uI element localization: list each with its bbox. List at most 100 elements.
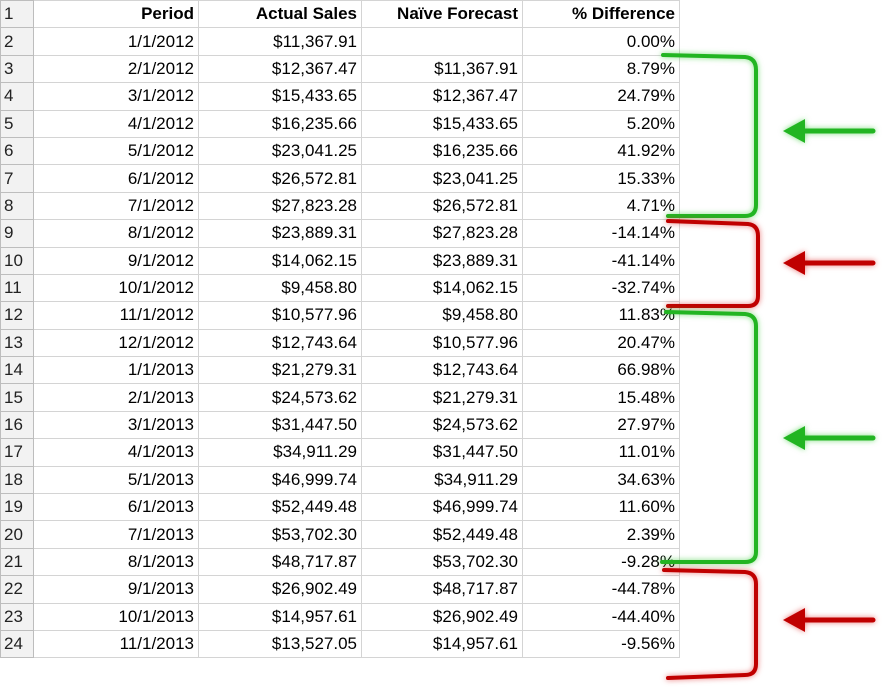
row-number-1[interactable]: 1 <box>0 0 34 29</box>
cell-percent-difference[interactable]: -41.14% <box>522 246 680 275</box>
cell-period[interactable]: 6/1/2012 <box>33 164 199 193</box>
header-percent-difference[interactable]: % Difference <box>522 0 680 29</box>
cell-period[interactable]: 2/1/2012 <box>33 54 199 84</box>
row-number[interactable]: 17 <box>0 438 34 467</box>
cell-actual-sales[interactable]: $12,367.47 <box>198 54 362 84</box>
row-number[interactable]: 7 <box>0 164 34 193</box>
cell-period[interactable]: 11/1/2013 <box>33 629 199 659</box>
cell-actual-sales[interactable]: $11,367.91 <box>198 27 362 56</box>
cell-actual-sales[interactable]: $10,577.96 <box>198 301 362 330</box>
cell-actual-sales[interactable]: $52,449.48 <box>198 493 362 522</box>
cell-percent-difference[interactable]: 24.79% <box>522 82 680 111</box>
cell-actual-sales[interactable]: $53,702.30 <box>198 520 362 549</box>
cell-actual-sales[interactable]: $14,062.15 <box>198 246 362 275</box>
cell-naive-forecast[interactable]: $24,573.62 <box>361 410 523 440</box>
cell-percent-difference[interactable]: 27.97% <box>522 410 680 440</box>
cell-naive-forecast[interactable]: $21,279.31 <box>361 383 523 412</box>
cell-percent-difference[interactable]: 15.48% <box>522 383 680 412</box>
row-number[interactable]: 12 <box>0 301 34 330</box>
cell-percent-difference[interactable]: 11.01% <box>522 438 680 467</box>
cell-naive-forecast[interactable]: $23,889.31 <box>361 246 523 275</box>
row-number[interactable]: 3 <box>0 54 34 84</box>
cell-naive-forecast[interactable]: $26,572.81 <box>361 191 523 221</box>
cell-actual-sales[interactable]: $26,902.49 <box>198 575 362 604</box>
cell-actual-sales[interactable]: $26,572.81 <box>198 164 362 193</box>
cell-period[interactable]: 7/1/2013 <box>33 520 199 549</box>
cell-actual-sales[interactable]: $9,458.80 <box>198 273 362 303</box>
row-number[interactable]: 15 <box>0 383 34 412</box>
cell-percent-difference[interactable]: -9.28% <box>522 547 680 577</box>
row-number[interactable]: 23 <box>0 602 34 631</box>
cell-naive-forecast[interactable] <box>361 27 523 56</box>
cell-naive-forecast[interactable]: $31,447.50 <box>361 438 523 467</box>
cell-actual-sales[interactable]: $48,717.87 <box>198 547 362 577</box>
cell-period[interactable]: 7/1/2012 <box>33 191 199 221</box>
cell-period[interactable]: 3/1/2012 <box>33 82 199 111</box>
row-number[interactable]: 20 <box>0 520 34 549</box>
cell-period[interactable]: 8/1/2013 <box>33 547 199 577</box>
cell-period[interactable]: 10/1/2012 <box>33 273 199 303</box>
row-number[interactable]: 21 <box>0 547 34 577</box>
cell-percent-difference[interactable]: 2.39% <box>522 520 680 549</box>
cell-percent-difference[interactable]: -9.56% <box>522 629 680 659</box>
row-number[interactable]: 8 <box>0 191 34 221</box>
cell-naive-forecast[interactable]: $12,743.64 <box>361 356 523 385</box>
cell-percent-difference[interactable]: 15.33% <box>522 164 680 193</box>
cell-period[interactable]: 3/1/2013 <box>33 410 199 440</box>
cell-period[interactable]: 5/1/2012 <box>33 136 199 166</box>
cell-period[interactable]: 10/1/2013 <box>33 602 199 631</box>
cell-percent-difference[interactable]: 0.00% <box>522 27 680 56</box>
row-number[interactable]: 18 <box>0 465 34 495</box>
row-number[interactable]: 14 <box>0 356 34 385</box>
cell-period[interactable]: 9/1/2012 <box>33 246 199 275</box>
cell-actual-sales[interactable]: $46,999.74 <box>198 465 362 495</box>
row-number[interactable]: 5 <box>0 109 34 138</box>
cell-percent-difference[interactable]: -44.78% <box>522 575 680 604</box>
row-number[interactable]: 16 <box>0 410 34 440</box>
cell-naive-forecast[interactable]: $12,367.47 <box>361 82 523 111</box>
cell-percent-difference[interactable]: 20.47% <box>522 328 680 358</box>
cell-percent-difference[interactable]: -32.74% <box>522 273 680 303</box>
cell-period[interactable]: 5/1/2013 <box>33 465 199 495</box>
cell-actual-sales[interactable]: $12,743.64 <box>198 328 362 358</box>
cell-naive-forecast[interactable]: $26,902.49 <box>361 602 523 631</box>
cell-naive-forecast[interactable]: $23,041.25 <box>361 164 523 193</box>
row-number[interactable]: 10 <box>0 246 34 275</box>
header-actual-sales[interactable]: Actual Sales <box>198 0 362 29</box>
cell-actual-sales[interactable]: $15,433.65 <box>198 82 362 111</box>
cell-naive-forecast[interactable]: $27,823.28 <box>361 219 523 248</box>
header-period[interactable]: Period <box>33 0 199 29</box>
row-number[interactable]: 22 <box>0 575 34 604</box>
cell-percent-difference[interactable]: 11.60% <box>522 493 680 522</box>
cell-naive-forecast[interactable]: $10,577.96 <box>361 328 523 358</box>
cell-period[interactable]: 4/1/2012 <box>33 109 199 138</box>
cell-percent-difference[interactable]: -44.40% <box>522 602 680 631</box>
cell-naive-forecast[interactable]: $14,062.15 <box>361 273 523 303</box>
cell-period[interactable]: 6/1/2013 <box>33 493 199 522</box>
cell-period[interactable]: 1/1/2013 <box>33 356 199 385</box>
cell-percent-difference[interactable]: 5.20% <box>522 109 680 138</box>
cell-period[interactable]: 2/1/2013 <box>33 383 199 412</box>
row-number[interactable]: 9 <box>0 219 34 248</box>
cell-naive-forecast[interactable]: $48,717.87 <box>361 575 523 604</box>
cell-percent-difference[interactable]: 4.71% <box>522 191 680 221</box>
row-number[interactable]: 19 <box>0 493 34 522</box>
cell-actual-sales[interactable]: $14,957.61 <box>198 602 362 631</box>
cell-percent-difference[interactable]: 8.79% <box>522 54 680 84</box>
cell-percent-difference[interactable]: 34.63% <box>522 465 680 495</box>
cell-period[interactable]: 1/1/2012 <box>33 27 199 56</box>
cell-actual-sales[interactable]: $31,447.50 <box>198 410 362 440</box>
cell-actual-sales[interactable]: $16,235.66 <box>198 109 362 138</box>
row-number[interactable]: 11 <box>0 273 34 303</box>
cell-percent-difference[interactable]: -14.14% <box>522 219 680 248</box>
row-number[interactable]: 24 <box>0 629 34 659</box>
cell-actual-sales[interactable]: $27,823.28 <box>198 191 362 221</box>
cell-percent-difference[interactable]: 66.98% <box>522 356 680 385</box>
cell-period[interactable]: 11/1/2012 <box>33 301 199 330</box>
cell-naive-forecast[interactable]: $34,911.29 <box>361 465 523 495</box>
cell-actual-sales[interactable]: $23,041.25 <box>198 136 362 166</box>
header-naive-forecast[interactable]: Naïve Forecast <box>361 0 523 29</box>
cell-actual-sales[interactable]: $24,573.62 <box>198 383 362 412</box>
cell-period[interactable]: 12/1/2012 <box>33 328 199 358</box>
cell-naive-forecast[interactable]: $53,702.30 <box>361 547 523 577</box>
